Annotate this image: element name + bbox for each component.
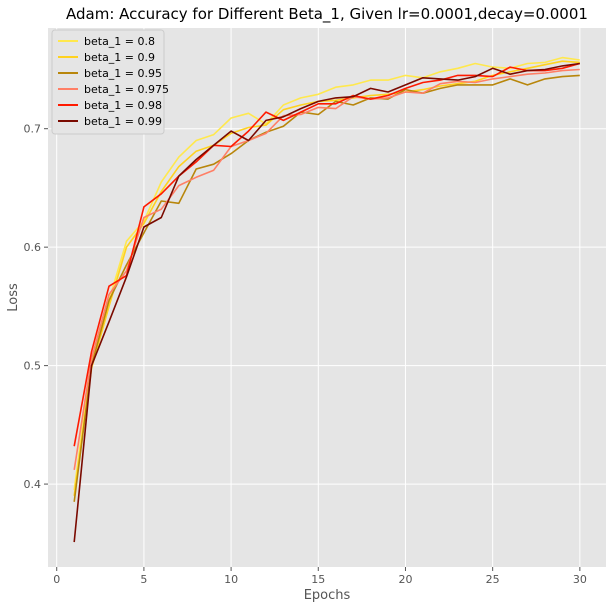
x-axis-label: Epochs [304,588,351,603]
x-axis-ticks: 0 5 10 15 20 25 30 [53,567,587,586]
series-lines [73,56,581,543]
legend: beta_1 = 0.8 beta_1 = 0.9 beta_1 = 0.95 bet… [51,29,169,135]
legend-label: beta_1 = 0.99 [84,115,162,128]
x-tick-label: 20 [398,573,412,586]
legend-label: beta_1 = 0.8 [84,35,155,48]
series-line-3 [73,68,580,471]
y-axis-ticks: 0.4 0.5 0.6 0.7 [24,123,48,491]
legend-label: beta_1 = 0.98 [84,99,162,112]
x-tick-label: 25 [486,573,500,586]
y-axis-label: Loss [6,283,21,312]
y-tick-label: 0.6 [24,241,42,254]
chart-title: Adam: Accuracy for Different Beta_1, Giv… [66,5,588,24]
legend-label: beta_1 = 0.9 [84,51,155,64]
y-tick-label: 0.5 [24,360,42,373]
series-line-4 [73,62,581,447]
x-tick-label: 5 [140,573,147,586]
y-tick-label: 0.7 [24,123,42,136]
x-tick-label: 0 [53,573,60,586]
y-tick-label: 0.4 [24,478,42,491]
x-tick-label: 15 [311,573,325,586]
x-tick-label: 10 [224,573,238,586]
x-tick-label: 30 [573,573,587,586]
legend-label: beta_1 = 0.975 [84,83,169,96]
series-line-0 [73,56,580,491]
legend-label: beta_1 = 0.95 [84,67,162,80]
series-line-5 [73,62,580,543]
legend-box [51,29,165,135]
